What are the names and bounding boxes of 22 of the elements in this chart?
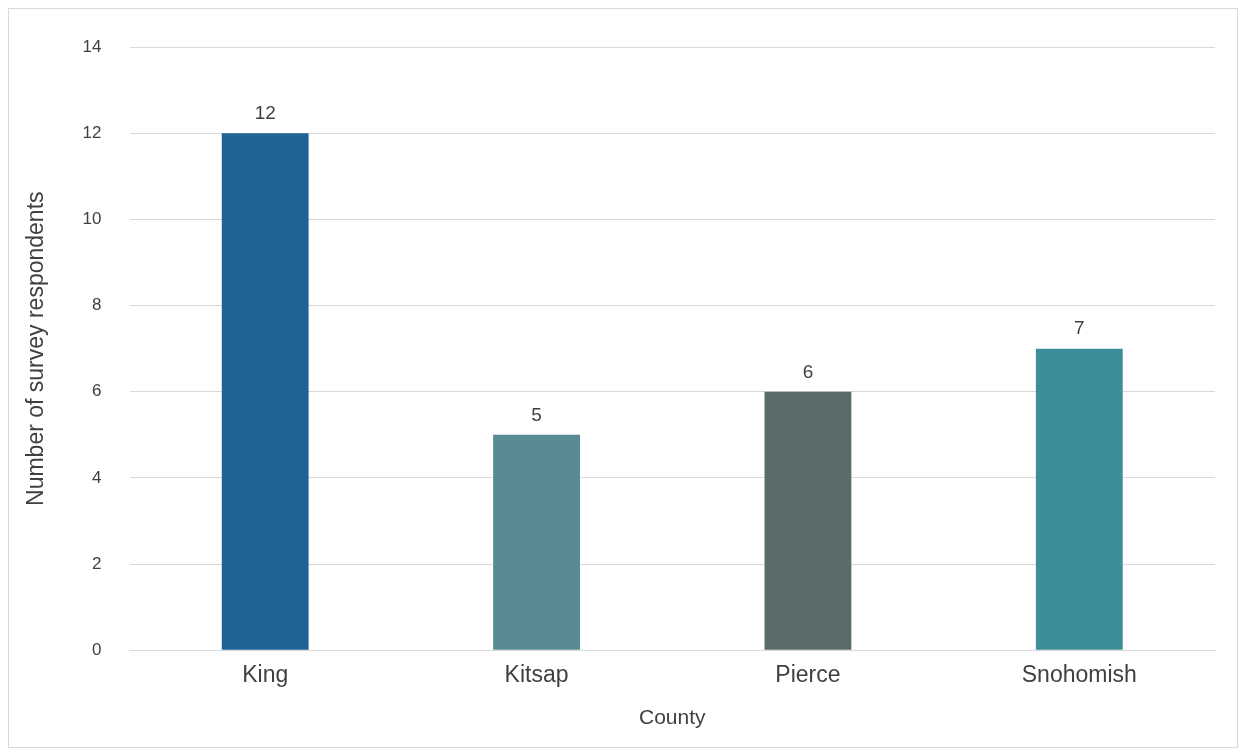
x-tick-label: King (242, 661, 289, 688)
y-tick-label: 0 (92, 639, 102, 659)
bar (493, 434, 580, 650)
y-tick-label: 12 (82, 123, 102, 143)
y-tick-label: 4 (92, 467, 102, 487)
x-tick-label: Pierce (775, 661, 841, 688)
data-label: 7 (1074, 317, 1085, 339)
data-label: 5 (531, 403, 542, 425)
bar (764, 391, 852, 650)
y-tick-label: 14 (82, 36, 102, 56)
x-tick-label: Snohomish (1021, 661, 1137, 688)
y-tick-label: 6 (92, 381, 102, 401)
bar (221, 133, 309, 650)
data-label: 12 (254, 102, 276, 124)
x-axis-title: County (638, 705, 707, 729)
y-axis-title: Number of survey respondents (22, 191, 49, 506)
x-tick-label: Kitsap (504, 661, 569, 688)
data-label: 6 (802, 360, 814, 382)
y-tick-label: 2 (92, 553, 102, 573)
y-tick-label: 8 (92, 295, 102, 315)
y-tick-label: 10 (82, 209, 102, 229)
bar (1035, 348, 1123, 650)
